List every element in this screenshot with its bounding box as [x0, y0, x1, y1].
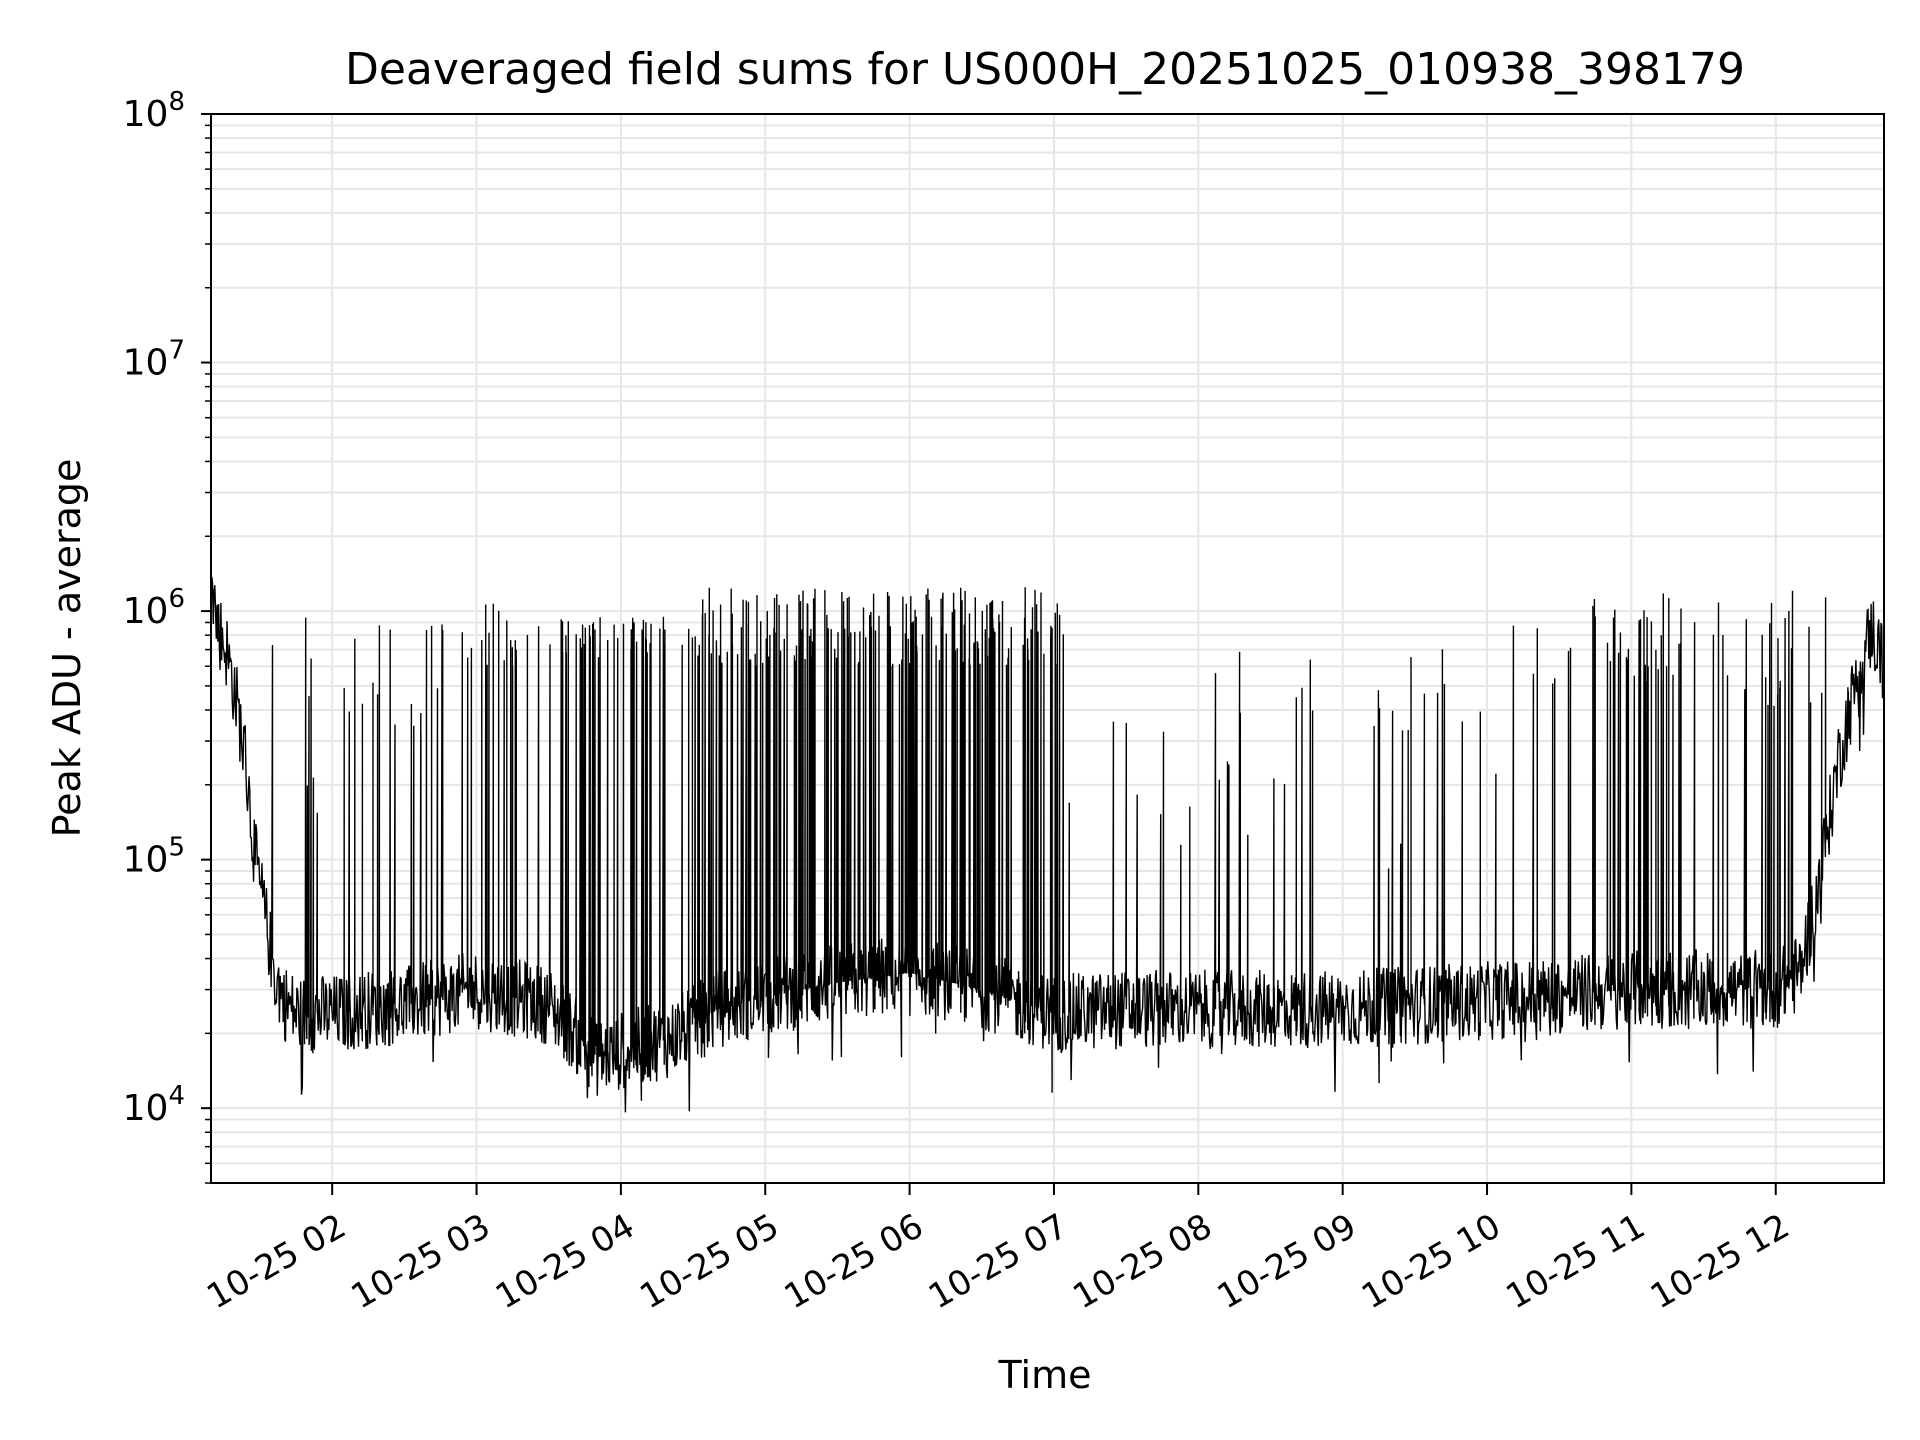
- grid: [211, 114, 1884, 1184]
- y-tick-label: 105: [123, 833, 185, 881]
- y-tick-label: 107: [123, 336, 185, 384]
- data-layer: [211, 576, 1884, 1113]
- y-tick-label: 108: [123, 87, 185, 135]
- plot-frame: [210, 113, 1885, 1184]
- y-tick-label: 104: [123, 1081, 185, 1129]
- y-tick-label: 106: [123, 584, 185, 632]
- data-series-line: [211, 576, 1884, 1113]
- y-axis-label: Peak ADU - average: [45, 459, 89, 838]
- chart-title: Deaveraged field sums for US000H_2025102…: [345, 44, 1745, 95]
- x-axis-label: Time: [998, 1353, 1092, 1397]
